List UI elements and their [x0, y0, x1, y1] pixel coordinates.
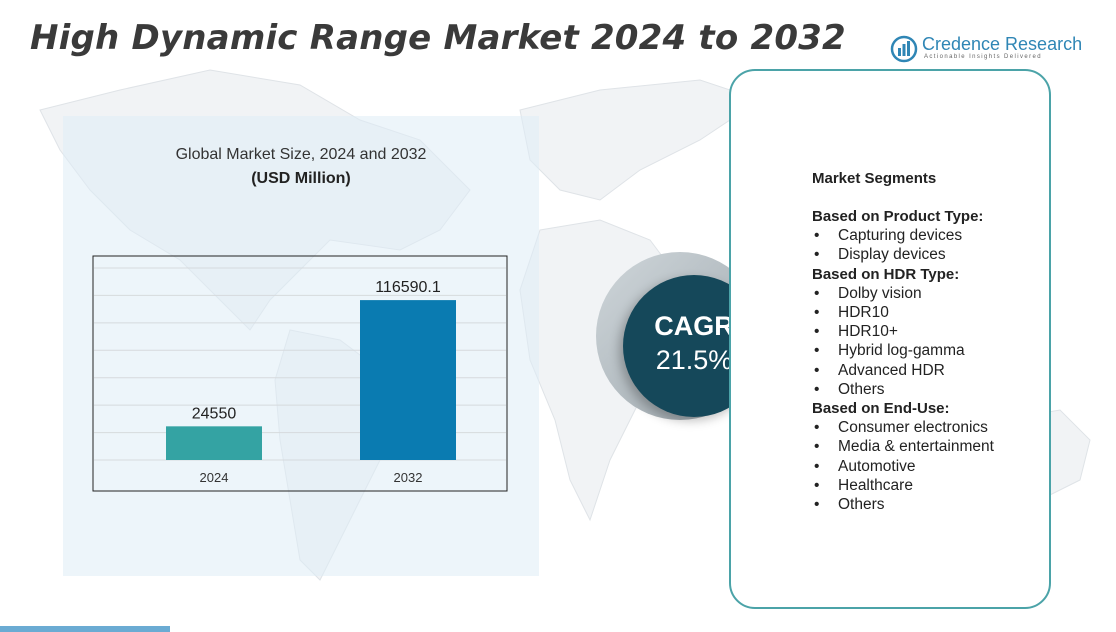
segment-item: • Automotive: [812, 457, 1048, 476]
segment-item-label: Advanced HDR: [838, 361, 945, 379]
segment-item: • HDR10+: [812, 322, 1048, 341]
segments-list: Based on Product Type: • Capturing devices…: [812, 207, 1048, 514]
segment-item: • Display devices: [812, 245, 1048, 264]
bullet-icon: •: [814, 227, 820, 245]
cagr-label: CAGR: [654, 311, 734, 341]
bar-value-label: 116590.1: [375, 279, 441, 296]
segments-title: Market Segments: [812, 170, 937, 187]
bullet-icon: •: [814, 246, 820, 264]
segment-group-heading: Based on End-Use:: [812, 400, 950, 418]
bar-chart: 24550 2024 116590.1 2032: [92, 255, 508, 492]
chart-frame: [92, 255, 508, 492]
bullet-icon: •: [814, 361, 820, 379]
bar-2032: [360, 300, 456, 460]
segment-item: • Others: [812, 495, 1048, 514]
segment-item: • Dolby vision: [812, 284, 1048, 303]
chart-title: Global Market Size, 2024 and 2032: [175, 146, 427, 163]
bullet-icon: •: [814, 304, 820, 322]
segment-item-label: Healthcare: [838, 476, 913, 494]
market-segments-box: Market Segments Based on Product Type: • C…: [729, 69, 1051, 609]
chart-subtitle: (USD Million): [251, 170, 351, 187]
segment-item: • Others: [812, 380, 1048, 399]
bullet-icon: •: [814, 342, 820, 360]
bar-2024: [166, 426, 262, 460]
bottom-watermark: [0, 626, 170, 632]
x-tick-label: 2024: [200, 470, 229, 485]
segment-item: • Capturing devices: [812, 226, 1048, 245]
segment-item: • Advanced HDR: [812, 361, 1048, 380]
logo-name: Credence Research: [922, 34, 1083, 54]
credence-research-logo: Credence Research Actionable Insights De…: [890, 33, 1082, 67]
bullet-icon: •: [814, 476, 820, 494]
segment-item-label: Dolby vision: [838, 284, 922, 302]
bullet-icon: •: [814, 457, 820, 475]
segment-item-label: Others: [838, 496, 885, 514]
chart-panel: Global Market Size, 2024 and 2032 (USD M…: [63, 116, 539, 576]
segment-item: • Hybrid log-gamma: [812, 341, 1048, 360]
segment-item-label: Automotive: [838, 457, 916, 475]
segment-item-label: Hybrid log-gamma: [838, 342, 965, 360]
segment-item-label: HDR10+: [838, 323, 898, 341]
cagr-value: 21.5%: [655, 345, 733, 375]
bullet-icon: •: [814, 284, 820, 302]
segment-item-label: Media & entertainment: [838, 438, 994, 456]
x-tick-label: 2032: [394, 470, 423, 485]
segment-item-label: Others: [838, 380, 885, 398]
segment-item: • Healthcare: [812, 476, 1048, 495]
segment-item-label: Display devices: [838, 246, 946, 264]
bullet-icon: •: [814, 323, 820, 341]
segment-item-label: HDR10: [838, 304, 889, 322]
segment-item-label: Capturing devices: [838, 227, 963, 245]
bullet-icon: •: [814, 496, 820, 514]
page-title: High Dynamic Range Market 2024 to 2032: [30, 18, 846, 58]
segment-item: • Media & entertainment: [812, 437, 1048, 456]
bar-value-label: 24550: [192, 405, 237, 422]
segment-item-label: Consumer electronics: [838, 419, 988, 437]
logo-icon: [890, 35, 918, 63]
segment-group-heading: Based on HDR Type:: [812, 265, 960, 283]
logo-tagline: Actionable Insights Delivered: [924, 54, 1042, 60]
segment-item: • Consumer electronics: [812, 418, 1048, 437]
segment-item: • HDR10: [812, 303, 1048, 322]
segment-group-heading: Based on Product Type:: [812, 208, 984, 225]
bullet-icon: •: [814, 380, 820, 398]
bullet-icon: •: [814, 438, 820, 456]
bullet-icon: •: [814, 419, 820, 437]
